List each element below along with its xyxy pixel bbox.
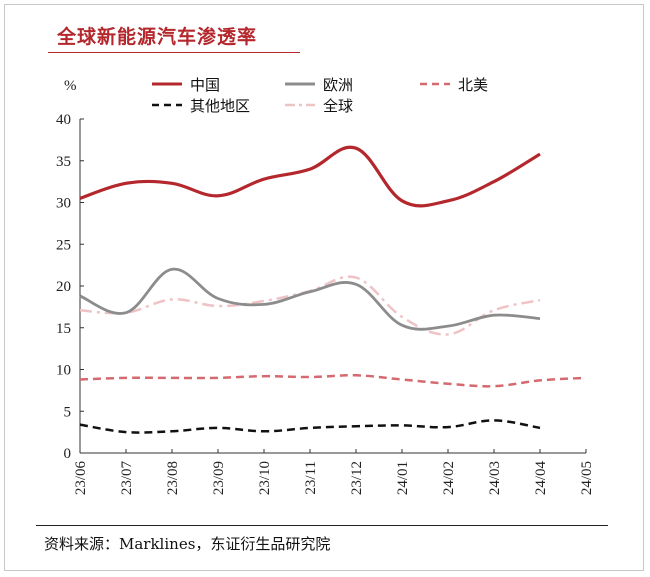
y-tick-label: 20	[56, 279, 71, 295]
y-tick-label: 35	[56, 154, 71, 170]
y-tick-label: 10	[56, 363, 71, 379]
series-line-4	[79, 275, 541, 336]
series-lines	[79, 145, 587, 434]
x-tick-label: 23/12	[349, 461, 365, 495]
x-tick-label: 23/06	[73, 461, 89, 496]
x-tick-label: 24/04	[533, 461, 549, 496]
y-tick-label: 30	[56, 196, 71, 212]
x-tick-label: 24/02	[441, 461, 457, 495]
x-tick-label: 23/10	[257, 461, 273, 495]
legend-label-3: 其他地区	[190, 97, 250, 115]
source-divider	[36, 525, 608, 526]
y-axis-unit: %	[64, 78, 77, 94]
x-tick-label: 24/03	[487, 461, 503, 495]
y-tick-label: 0	[64, 446, 72, 462]
chart-axes: % 0 5 10 15 20 25 30 35 40 23/06 23/07 23/08 23/09 23/…	[56, 78, 595, 495]
x-tick-label: 23/08	[165, 461, 181, 495]
series-line-0	[79, 145, 541, 208]
y-tick-label: 15	[56, 321, 71, 337]
y-tick-label: 40	[56, 112, 71, 128]
series-line-3	[79, 419, 541, 434]
x-tick-label: 23/09	[211, 461, 227, 495]
x-tick-label: 23/11	[303, 461, 319, 495]
y-tick-label: 5	[64, 404, 72, 420]
x-tick-label: 24/05	[579, 461, 595, 495]
y-tick-label: 25	[56, 237, 71, 253]
source-note: 资料来源：Marklines，东证衍生品研究院	[44, 535, 331, 553]
title-underline	[48, 52, 300, 53]
series-line-1	[79, 267, 541, 331]
x-tick-label: 23/07	[119, 461, 135, 496]
chart-title: 全球新能源汽车渗透率	[57, 26, 258, 48]
legend-label-1: 欧洲	[323, 76, 353, 94]
x-tick-label: 24/01	[395, 461, 411, 495]
legend-label-0: 中国	[190, 76, 220, 94]
legend-label-2: 北美	[458, 76, 488, 94]
series-line-2	[79, 374, 587, 388]
legend-label-4: 全球	[323, 97, 353, 115]
